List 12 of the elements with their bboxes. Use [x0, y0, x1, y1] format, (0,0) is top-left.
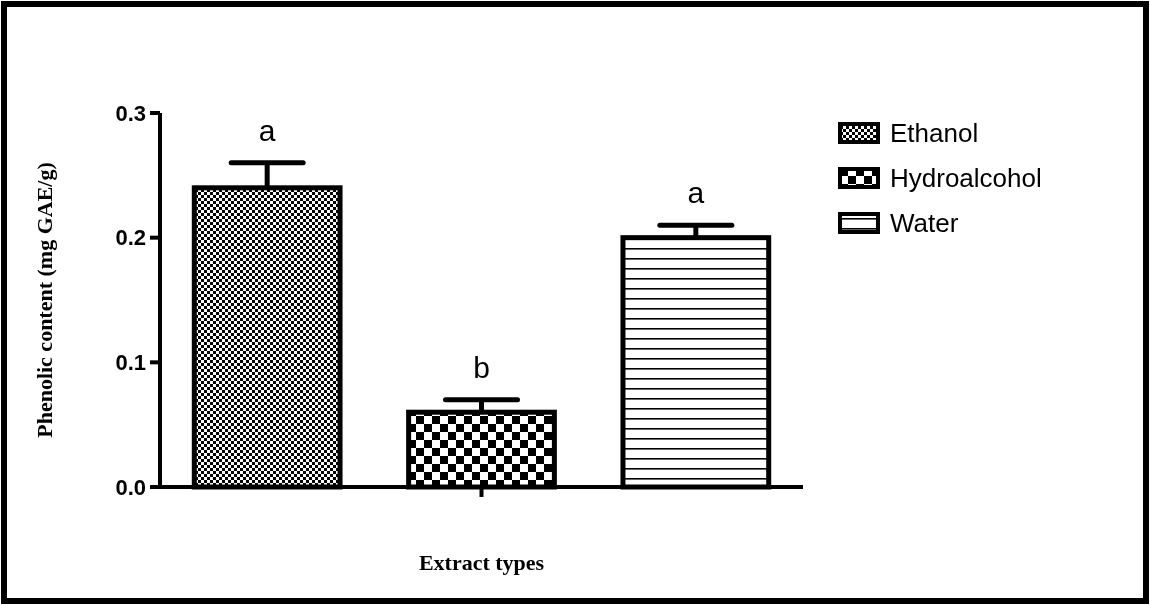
y-tick-label: 0.3: [115, 100, 146, 126]
annotation: a: [258, 113, 276, 147]
x-axis-title: Extract types: [418, 550, 545, 575]
annotation: a: [687, 176, 705, 210]
y-tick-label: 0.1: [115, 350, 146, 376]
y-axis-title: Phenolic content (mg GAE/g): [32, 162, 57, 438]
legend-label: Hydroalcohol: [890, 163, 1042, 194]
y-tick-label: 0.2: [115, 225, 146, 251]
legend-label: Water: [890, 208, 959, 239]
legend-label: Ethanol: [890, 118, 979, 149]
y-tick-label: 0.0: [115, 474, 146, 500]
annotation: b: [473, 350, 490, 384]
